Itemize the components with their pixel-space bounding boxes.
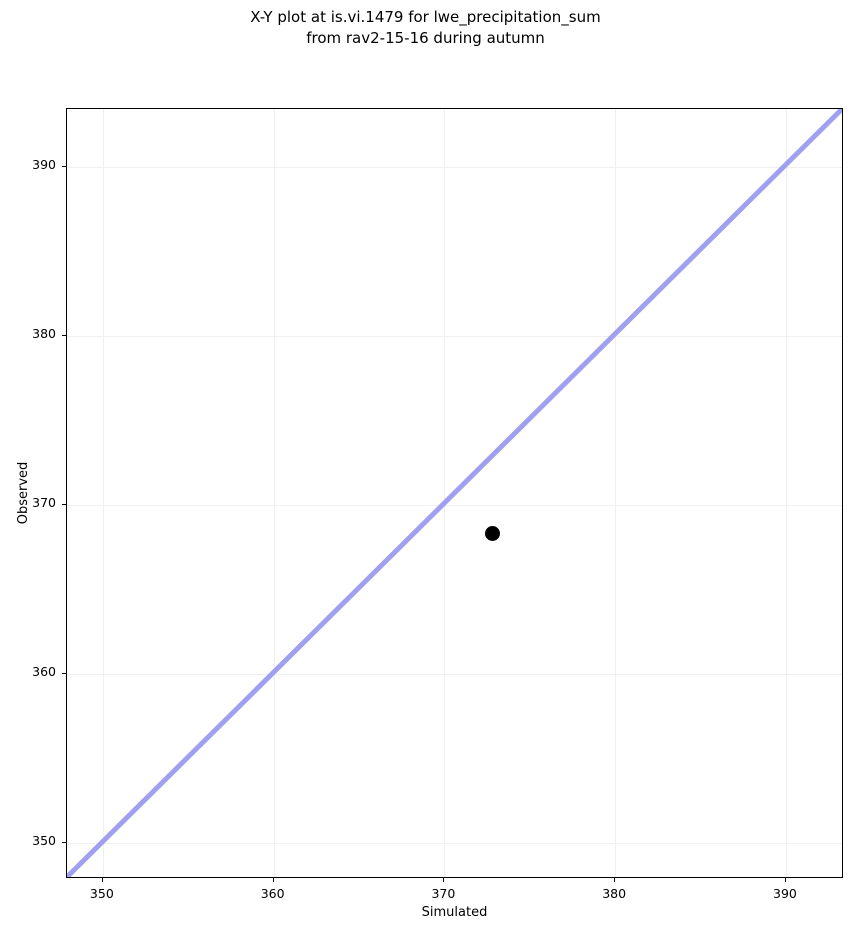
x-tick-label: 360 <box>260 886 285 901</box>
gridline-vertical <box>273 109 275 877</box>
y-tick-label: 390 <box>32 156 56 172</box>
x-axis-label: Simulated <box>421 905 488 920</box>
x-tick-mark <box>614 878 616 882</box>
x-tick-mark <box>443 878 445 882</box>
gridline-horizontal <box>67 166 842 168</box>
data-point <box>484 526 500 542</box>
y-tick-mark <box>62 673 66 675</box>
y-axis-label: Observed <box>16 461 31 525</box>
x-tick-label: 350 <box>89 886 114 901</box>
y-tick-mark <box>62 334 66 336</box>
gridline-horizontal <box>67 505 842 506</box>
x-tick-mark <box>784 878 786 882</box>
gridline-horizontal <box>67 843 842 845</box>
chart-title: X-Y plot at is.vi.1479 for lwe_precipita… <box>250 8 601 47</box>
y-tick-label: 370 <box>32 495 56 510</box>
x-tick-label: 370 <box>431 886 456 901</box>
gridline-vertical <box>785 109 787 877</box>
y-tick-mark <box>62 842 66 844</box>
y-tick-mark <box>62 504 66 505</box>
gridline-vertical <box>444 109 446 877</box>
plot-area <box>66 108 843 878</box>
x-tick-mark <box>101 878 103 882</box>
y-tick-label: 380 <box>32 325 56 341</box>
x-tick-label: 390 <box>773 886 797 901</box>
y-tick-label: 350 <box>32 833 56 849</box>
y-tick-mark <box>62 165 66 167</box>
gridline-horizontal <box>67 335 842 337</box>
one-to-one-reference-line <box>67 109 842 877</box>
x-tick-mark <box>272 878 274 882</box>
gridline-horizontal <box>67 674 842 676</box>
gridline-vertical <box>615 109 617 877</box>
x-tick-label: 380 <box>602 886 627 901</box>
gridline-vertical <box>102 109 104 877</box>
y-tick-label: 360 <box>32 664 56 680</box>
